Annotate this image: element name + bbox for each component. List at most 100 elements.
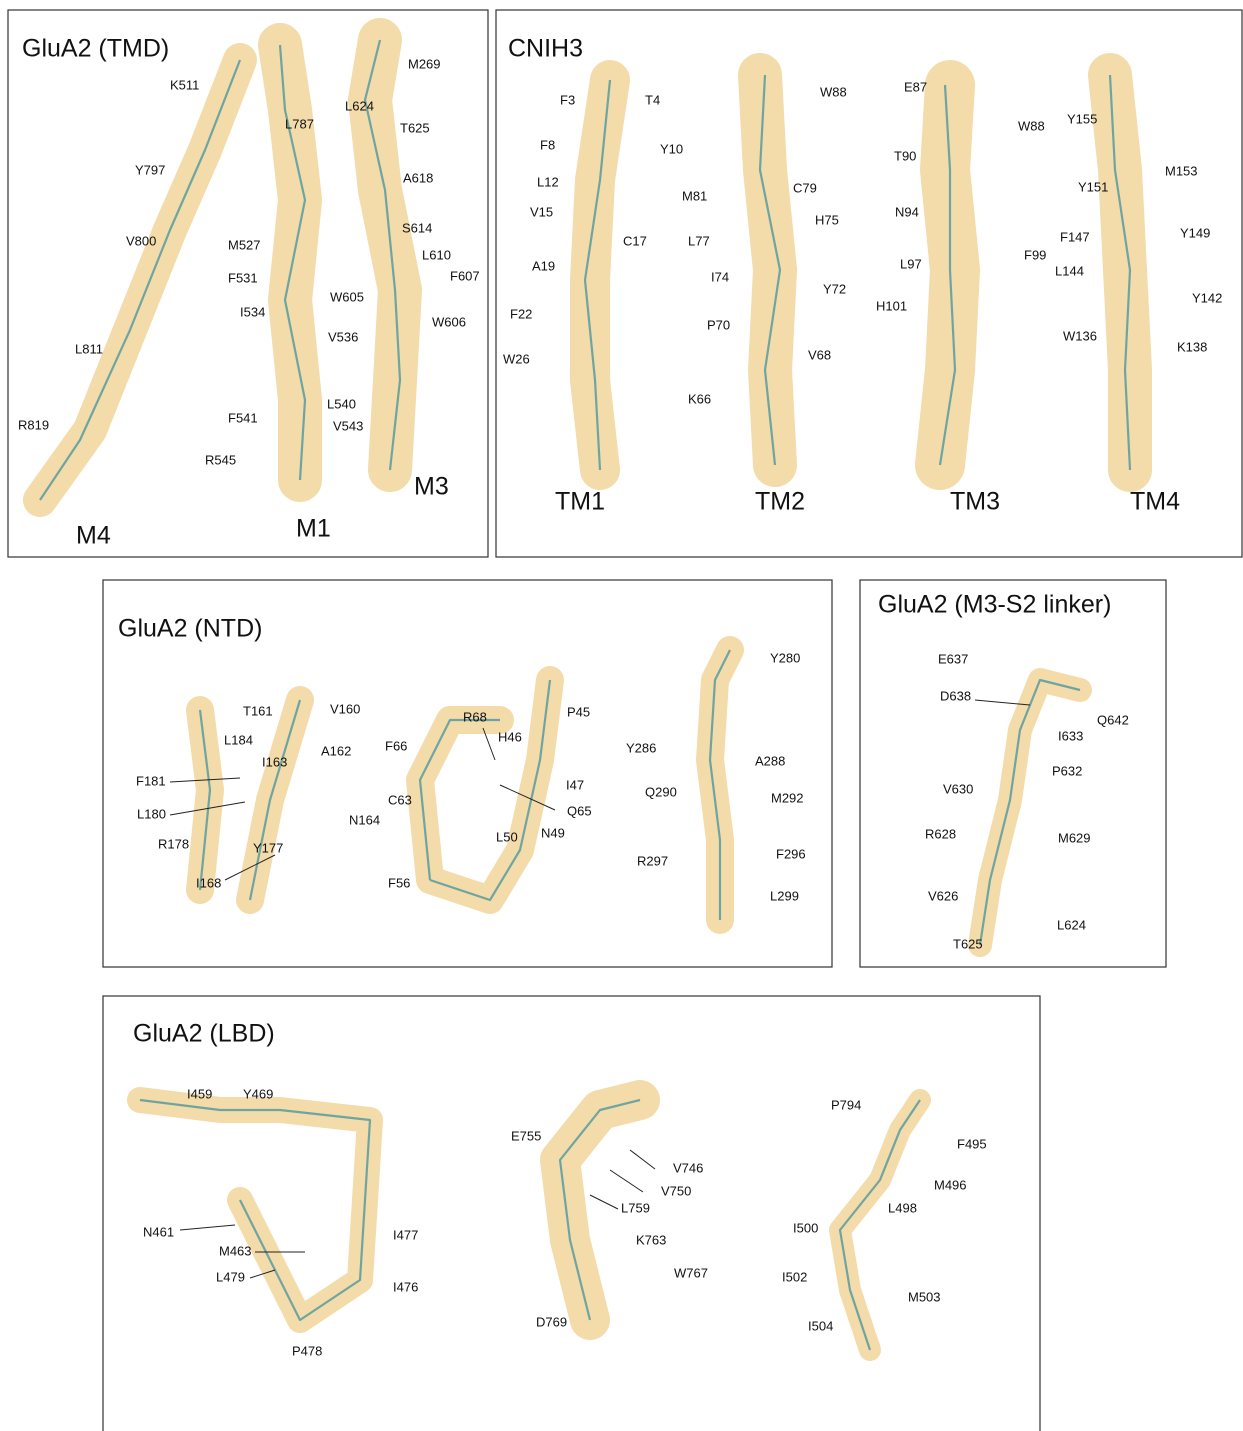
residue-label: V543 — [333, 418, 363, 433]
residue-label: D769 — [536, 1314, 567, 1329]
residue-label: I168 — [196, 875, 221, 890]
residue-label: V68 — [808, 347, 831, 362]
residue-label: M292 — [771, 790, 804, 805]
residue-label: C17 — [623, 233, 647, 248]
residue-label: M496 — [934, 1177, 967, 1192]
density — [280, 45, 300, 480]
residue-label: L540 — [327, 396, 356, 411]
residue-label: Q65 — [567, 803, 592, 818]
density — [140, 1100, 370, 1320]
residue-label: M153 — [1165, 163, 1198, 178]
residue-label: L12 — [537, 174, 559, 189]
residue-label: R178 — [158, 836, 189, 851]
residue-label: P632 — [1052, 763, 1082, 778]
residue-label: I476 — [393, 1279, 418, 1294]
segment-label: M4 — [76, 522, 111, 550]
residue-label: N49 — [541, 825, 565, 840]
residue-label: W606 — [432, 314, 466, 329]
residue-label: T4 — [645, 92, 660, 107]
residue-label: W26 — [503, 351, 530, 366]
residue-label: R297 — [637, 853, 668, 868]
residue-label: T90 — [894, 148, 916, 163]
residue-label: R628 — [925, 826, 956, 841]
residue-label: N461 — [143, 1224, 174, 1239]
residue-label: I504 — [808, 1318, 833, 1333]
residue-label: L624 — [345, 98, 374, 113]
residue-label: L811 — [75, 341, 103, 356]
residue-label: N94 — [895, 204, 919, 219]
density — [590, 80, 610, 470]
residue-label: L50 — [496, 829, 518, 844]
density — [200, 700, 300, 900]
residue-label: L479 — [216, 1269, 245, 1284]
residue-label: V750 — [661, 1183, 691, 1198]
residue-label: V626 — [928, 888, 958, 903]
panel-title: GluA2 (M3-S2 linker) — [878, 591, 1111, 619]
residue-label: F8 — [540, 137, 555, 152]
residue-label: I47 — [566, 777, 584, 792]
residue-label: A288 — [755, 753, 785, 768]
residue-label: I74 — [711, 269, 729, 284]
leader — [180, 1225, 235, 1230]
segment-label: TM4 — [1130, 488, 1180, 516]
residue-label: V800 — [126, 233, 156, 248]
residue-label: F22 — [510, 306, 532, 321]
residue-label: A618 — [403, 170, 433, 185]
panel-title: GluA2 (TMD) — [22, 35, 169, 63]
residue-label: F66 — [385, 738, 407, 753]
residue-label: F296 — [776, 846, 806, 861]
residue-label: W767 — [674, 1265, 708, 1280]
residue-label: L77 — [688, 233, 710, 248]
leader-lines — [170, 700, 1030, 1278]
residue-label: L144 — [1055, 263, 1084, 278]
residue-label: E755 — [511, 1128, 541, 1143]
residue-label: I477 — [393, 1227, 418, 1242]
residue-label: V746 — [673, 1160, 703, 1175]
residue-label: I633 — [1058, 728, 1083, 743]
residue-label: D638 — [940, 688, 971, 703]
residue-label: A19 — [532, 258, 555, 273]
residue-label: H75 — [815, 212, 839, 227]
residue-label: F3 — [560, 92, 575, 107]
residue-label: M269 — [408, 56, 441, 71]
residue-label: Y72 — [823, 281, 846, 296]
residue-label: V15 — [530, 204, 553, 219]
residue-label: K66 — [688, 391, 711, 406]
residue-label: I459 — [187, 1086, 212, 1101]
residue-label: P45 — [567, 704, 590, 719]
residue-label: Y151 — [1078, 179, 1108, 194]
residue-label: I163 — [262, 754, 287, 769]
residue-label: Q290 — [645, 784, 677, 799]
residue-label: Y280 — [770, 650, 800, 665]
panel-title: CNIH3 — [508, 35, 583, 63]
panel-title: GluA2 (NTD) — [118, 615, 262, 643]
residue-label: A162 — [321, 743, 351, 758]
residue-label: I500 — [793, 1220, 818, 1235]
residue-label: R545 — [205, 452, 236, 467]
residue-label: Y10 — [660, 141, 683, 156]
residue-label: L610 — [422, 247, 451, 262]
residue-label: L180 — [137, 806, 166, 821]
residue-label: C63 — [388, 792, 412, 807]
residue-label: L787 — [285, 116, 314, 131]
residue-label: H46 — [498, 729, 522, 744]
residue-label: F56 — [388, 875, 410, 890]
residue-label: M629 — [1058, 830, 1091, 845]
residue-label: M503 — [908, 1289, 941, 1304]
density — [40, 60, 240, 500]
residue-label: Y469 — [243, 1086, 273, 1101]
residue-label: Y149 — [1180, 225, 1210, 240]
residue-label: Q642 — [1097, 712, 1129, 727]
residue-label: Y155 — [1067, 111, 1097, 126]
residue-label: L97 — [900, 256, 922, 271]
residue-label: I502 — [782, 1269, 807, 1284]
residue-label: W88 — [820, 84, 847, 99]
residue-label: L624 — [1057, 917, 1086, 932]
leader — [630, 1150, 655, 1169]
residue-label: E87 — [904, 79, 927, 94]
residue-label: V630 — [943, 781, 973, 796]
residue-label: W136 — [1063, 328, 1097, 343]
residue-label: M81 — [682, 188, 707, 203]
residue-label: T625 — [953, 936, 983, 951]
residue-label: F531 — [228, 270, 258, 285]
